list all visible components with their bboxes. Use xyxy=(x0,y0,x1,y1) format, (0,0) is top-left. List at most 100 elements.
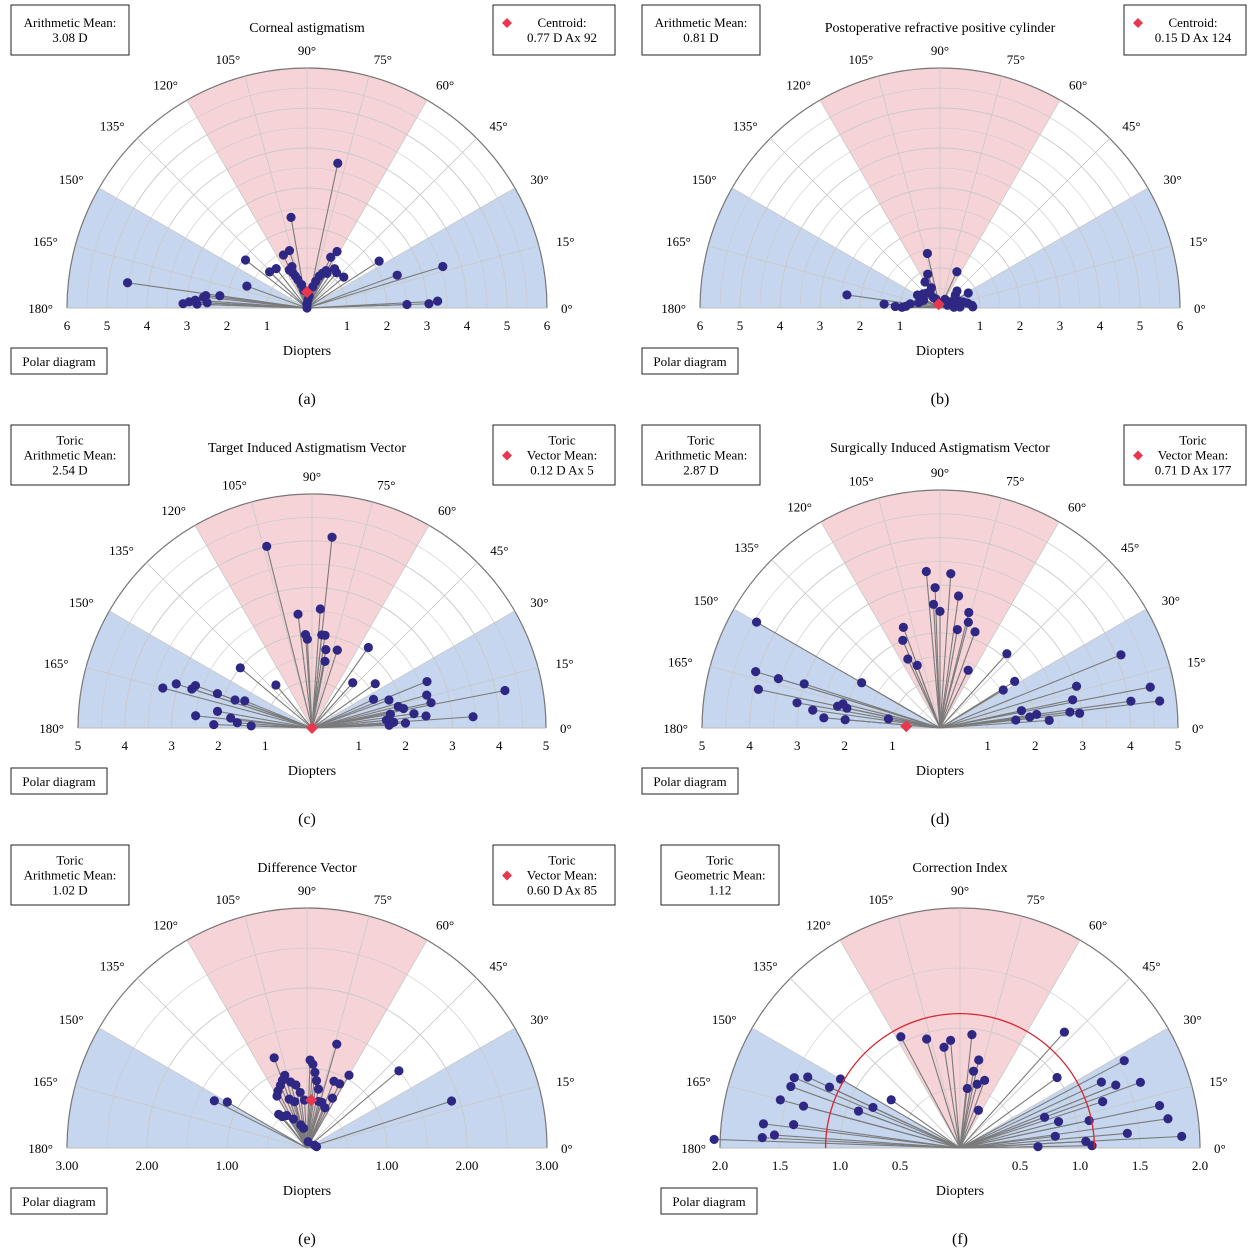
data-point xyxy=(883,714,894,724)
data-point xyxy=(903,654,913,664)
grid-spoke xyxy=(306,978,477,1149)
vector-line xyxy=(239,667,313,729)
centroid-box-line: Toric xyxy=(548,433,575,448)
angle-label: 45° xyxy=(1122,119,1140,134)
data-point xyxy=(757,1133,767,1143)
data-point xyxy=(1154,1100,1165,1111)
angle-label: 90° xyxy=(931,43,949,58)
polar-diagram-label: Polar diagram xyxy=(22,774,95,789)
vector-line xyxy=(311,713,415,729)
vector-line xyxy=(306,303,407,309)
grid-spoke xyxy=(244,76,308,309)
zone-blue-left xyxy=(67,188,307,308)
data-point xyxy=(1033,1142,1043,1152)
polar-diagram-button[interactable]: Polar diagram xyxy=(10,347,108,375)
radial-tick: 4 xyxy=(144,318,151,333)
data-point xyxy=(930,583,940,593)
angle-label: 180° xyxy=(28,301,53,316)
data-point xyxy=(122,278,133,288)
vector-line xyxy=(959,1084,978,1149)
data-point xyxy=(751,617,762,627)
mean-box-line: 0.81 D xyxy=(683,30,718,45)
polar-diagram-button[interactable]: Polar diagram xyxy=(660,1187,758,1215)
data-point xyxy=(968,1066,979,1076)
data-point xyxy=(222,1097,232,1107)
vector-line xyxy=(925,571,941,729)
data-point xyxy=(311,1142,322,1152)
radial-tick: 1 xyxy=(984,738,991,753)
vector-line xyxy=(959,1084,1116,1149)
data-point xyxy=(935,606,945,616)
data-point xyxy=(1065,707,1075,717)
angle-label: 0° xyxy=(1194,301,1206,316)
angle-label: 165° xyxy=(668,655,693,670)
data-point xyxy=(1135,1077,1146,1087)
data-point xyxy=(879,299,889,309)
vector-line xyxy=(311,649,338,729)
radial-tick: 3 xyxy=(449,738,456,753)
grid-spoke xyxy=(306,1085,539,1149)
centroid-box: Centroid:0.15 D Ax 124 xyxy=(1123,4,1247,56)
data-point xyxy=(421,711,431,721)
angle-label: 105° xyxy=(216,52,241,67)
data-point xyxy=(289,1097,300,1107)
data-point xyxy=(302,634,312,644)
data-point xyxy=(1039,1112,1050,1122)
angle-label: 180° xyxy=(39,721,64,736)
angle-label: 180° xyxy=(28,1141,53,1156)
data-point xyxy=(1053,1117,1064,1127)
data-point xyxy=(898,635,908,645)
grid-spoke xyxy=(98,187,308,309)
polar-diagram-button[interactable]: Polar diagram xyxy=(641,767,739,795)
data-point xyxy=(320,656,330,666)
data-point xyxy=(853,1106,864,1116)
zone-blue-right xyxy=(307,1028,547,1148)
x-axis-label: Diopters xyxy=(288,764,336,779)
data-point xyxy=(962,1083,972,1094)
angle-label: 75° xyxy=(1006,474,1024,489)
data-point xyxy=(269,1053,279,1063)
centroid-box-marker-icon xyxy=(502,870,512,881)
data-point xyxy=(158,683,168,693)
data-point xyxy=(271,680,281,690)
data-point xyxy=(332,246,342,257)
data-point xyxy=(926,283,937,293)
data-point xyxy=(786,1081,796,1092)
grid-spoke xyxy=(897,916,961,1149)
data-point xyxy=(332,645,342,655)
polar-diagram-button[interactable]: Polar diagram xyxy=(641,347,739,375)
radial-tick: 5 xyxy=(737,318,744,333)
data-point xyxy=(799,679,809,689)
data-point xyxy=(886,1095,896,1105)
vector-line xyxy=(306,265,443,309)
radial-tick: 1.00 xyxy=(216,1158,239,1173)
vector-line xyxy=(840,1078,961,1149)
data-point xyxy=(912,290,923,300)
radial-tick: 3 xyxy=(184,318,191,333)
centroid-box-line: Vector Mean: xyxy=(527,868,597,883)
data-point xyxy=(321,645,331,655)
grid-spoke xyxy=(939,559,1109,729)
radial-tick: 6 xyxy=(544,318,551,333)
polar-diagram-button[interactable]: Polar diagram xyxy=(10,1187,108,1215)
zone-blue-right xyxy=(940,188,1180,308)
vector-line xyxy=(939,629,958,729)
data-point xyxy=(1075,708,1085,718)
vector-line xyxy=(207,302,308,309)
grid-spoke xyxy=(731,187,941,309)
polar-diagram-label: Polar diagram xyxy=(22,1194,95,1209)
angle-label: 60° xyxy=(438,503,456,518)
data-point xyxy=(1111,1080,1121,1090)
vector-line xyxy=(959,1031,1065,1149)
radial-tick: 5 xyxy=(1175,738,1182,753)
polar-diagram-button[interactable]: Polar diagram xyxy=(10,767,108,795)
vector-line xyxy=(311,705,399,729)
centroid-box-line: 0.12 D Ax 5 xyxy=(530,463,594,478)
x-axis-label: Diopters xyxy=(283,1184,331,1199)
data-point xyxy=(500,685,510,696)
data-point xyxy=(384,695,394,705)
angle-label: 105° xyxy=(222,478,247,493)
angle-label: 0° xyxy=(1192,721,1204,736)
mean-box: Arithmetic Mean:0.81 D xyxy=(641,4,761,56)
